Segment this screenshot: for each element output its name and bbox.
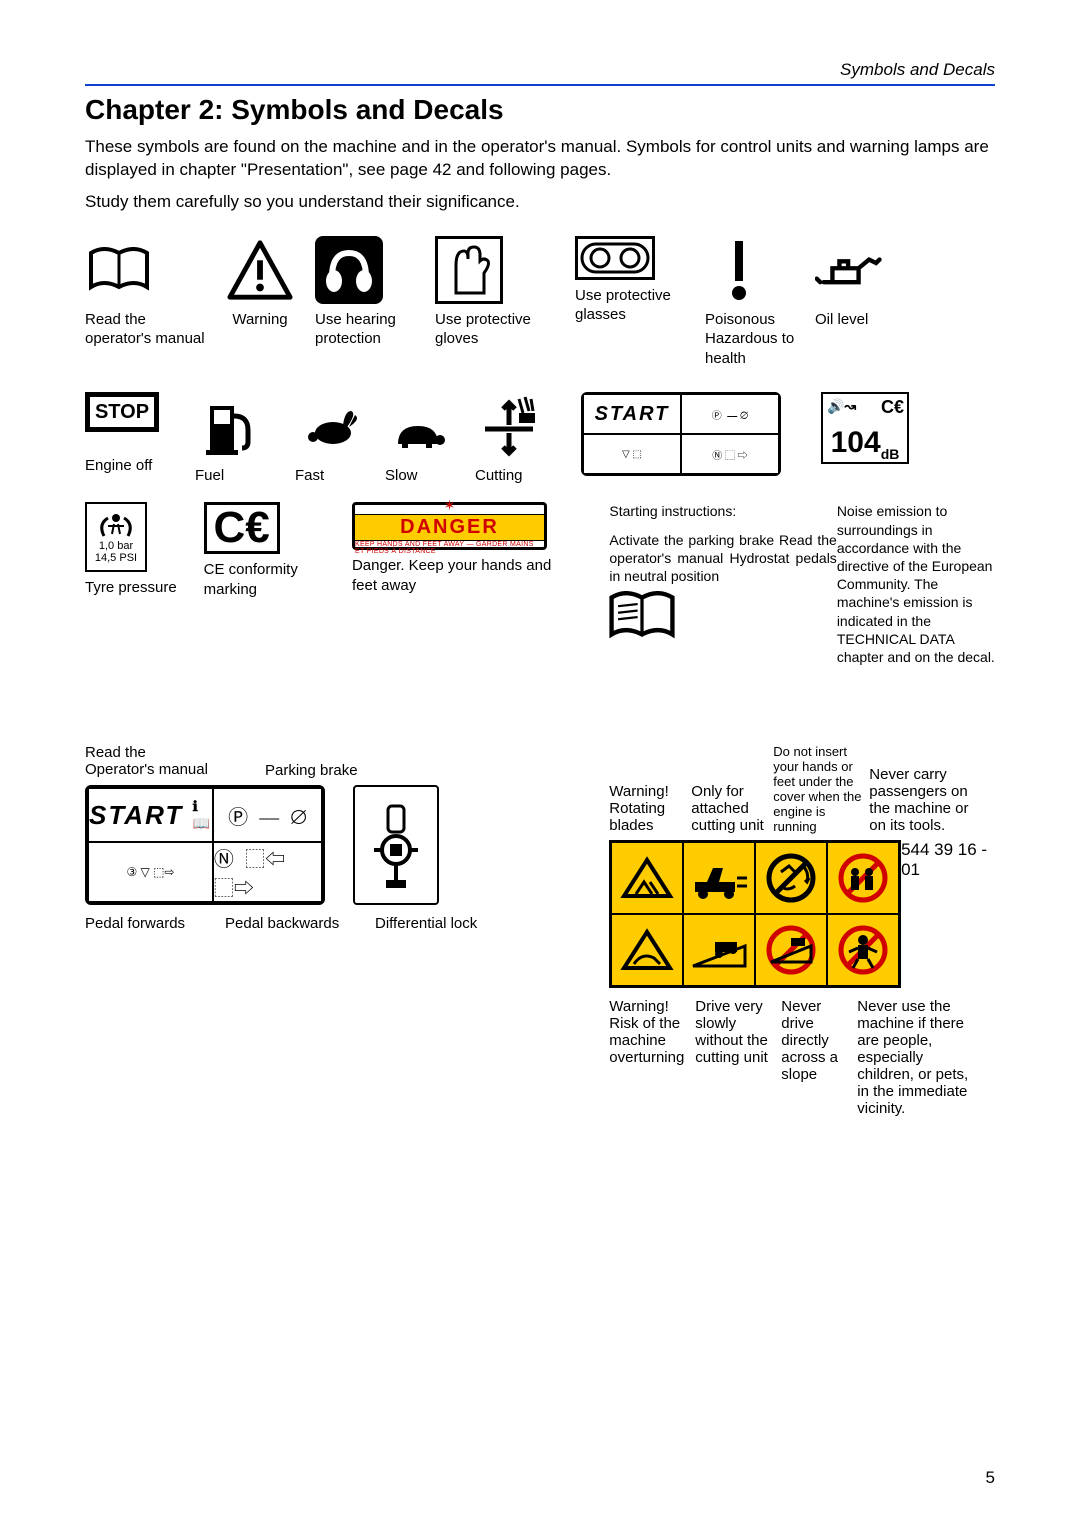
fuel-label: Fuel xyxy=(195,466,295,486)
ce-mark-icon: C€ xyxy=(204,502,280,554)
caution-b4: Never use the machine if there are peopl… xyxy=(857,998,969,1117)
cutting-label: Cutting xyxy=(475,466,575,486)
starting-text: Activate the parking brake Read the oper… xyxy=(609,531,836,586)
read-manual-label: Read the operator's manual xyxy=(85,310,205,349)
stop-box-icon: STOP xyxy=(85,392,159,432)
cutting-height-icon xyxy=(475,392,543,460)
gloves-label: Use protective gloves xyxy=(435,310,555,349)
page-number: 5 xyxy=(986,1468,995,1488)
caution-b3: Never drive directly across a slope xyxy=(781,998,857,1117)
chapter-title: Chapter 2: Symbols and Decals xyxy=(85,94,995,126)
decal-part-number: 544 39 16 - 01 xyxy=(901,840,995,988)
caution-b1: Warning! Risk of the machine overturning xyxy=(609,998,695,1117)
intro-paragraph-2: Study them carefully so you understand t… xyxy=(85,192,995,212)
earmuff-icon xyxy=(315,236,383,304)
rabbit-icon xyxy=(295,392,363,460)
book-icon-small xyxy=(609,591,836,641)
read-line1: Read the xyxy=(85,744,225,761)
diff-lock-label: Differential lock xyxy=(375,915,477,932)
header-rule xyxy=(85,84,995,86)
starting-title: Starting instructions: xyxy=(609,502,836,520)
danger-bar-text: DANGER xyxy=(355,514,544,541)
caution-decal-icon xyxy=(609,840,901,988)
warning-triangle-icon xyxy=(226,236,294,304)
start-panel-large-icon: START ℹ 📖 Ⓟ ⎯⎯ ⌀ ③ ▽ ⬚⇨ Ⓝ ⬚⇦ ⬚⇨ xyxy=(85,785,325,905)
tyre-pressure-icon: 1,0 bar 14,5 PSI xyxy=(85,502,147,572)
oil-label: Oil level xyxy=(815,310,925,330)
tyre-psi: 14,5 PSI xyxy=(95,552,137,564)
caution-b2: Drive very slowly without the cutting un… xyxy=(695,998,781,1117)
parking-brake-label: Parking brake xyxy=(265,762,358,779)
danger-decal-icon: ✶ DANGER KEEP HANDS AND FEET AWAY — GARD… xyxy=(352,502,547,550)
book-icon xyxy=(85,236,153,304)
read-line2: Operator's manual xyxy=(85,761,225,778)
turtle-icon xyxy=(385,410,453,460)
oilcan-icon xyxy=(815,236,883,304)
glasses-label: Use protective glasses xyxy=(575,286,705,325)
caution-h3: Do not insert your hands or feet under t… xyxy=(773,744,869,834)
fast-label: Fast xyxy=(295,466,385,486)
engine-off-label: Engine off xyxy=(85,456,195,476)
poison-label: Poisonous Hazardous to health xyxy=(705,310,815,369)
caution-h1: Warning! Rotating blades xyxy=(609,783,691,834)
noise-level-icon: 🔊↝ C€ 104dB xyxy=(821,392,909,464)
running-header: Symbols and Decals xyxy=(85,60,995,80)
tyre-bar: 1,0 bar xyxy=(99,540,133,552)
symbol-row-3: 1,0 bar 14,5 PSI Tyre pressure C€ CE con… xyxy=(85,502,995,666)
diff-lock-icon xyxy=(353,785,439,905)
danger-subtext: KEEP HANDS AND FEET AWAY — GARDER MAINS … xyxy=(355,541,544,555)
intro-paragraph-1: These symbols are found on the machine a… xyxy=(85,136,995,182)
warning-label: Warning xyxy=(205,310,315,330)
gloves-icon xyxy=(435,236,503,304)
pedal-bwd-label: Pedal backwards xyxy=(225,915,365,932)
pedal-fwd-label: Pedal forwards xyxy=(85,915,215,932)
hearing-label: Use hearing protection xyxy=(315,310,435,349)
caution-h4: Never carry passengers on the machine or… xyxy=(869,766,969,834)
caution-h2: Only for attached cutting unit xyxy=(691,783,773,834)
symbol-row-2: STOP Engine off Fuel Fast Slow Cutting S… xyxy=(85,392,995,490)
start-panel-small-icon: START Ⓟ ⎯⎯ ⌀ ▽ ⬚ Ⓝ ⬚ ⇨ xyxy=(581,392,781,476)
caution-block: Warning! Rotating blades Only for attach… xyxy=(609,744,995,1117)
goggles-icon xyxy=(575,236,655,280)
noise-unit: dB xyxy=(881,446,900,462)
start-panel-block: Read the Operator's manual Parking brake… xyxy=(85,744,599,932)
tyre-label: Tyre pressure xyxy=(85,578,204,598)
fuel-pump-icon xyxy=(195,392,263,460)
noise-value: 104 xyxy=(831,426,881,459)
noise-text: Noise emission to surroundings in accord… xyxy=(837,502,995,666)
exclamation-icon xyxy=(705,236,773,304)
ce-label: CE conformity marking xyxy=(204,560,352,599)
slow-label: Slow xyxy=(385,466,475,486)
start-text: START xyxy=(89,800,183,831)
danger-label: Danger. Keep your hands and feet away xyxy=(352,556,579,595)
symbol-row-1: Read the operator's manual Warning Use h… xyxy=(85,236,995,369)
